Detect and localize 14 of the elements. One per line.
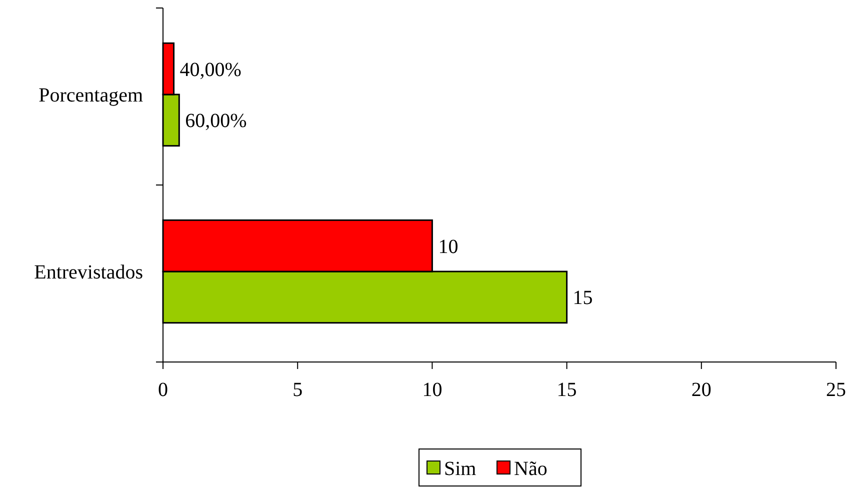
data-label: 15 bbox=[572, 287, 593, 310]
data-label: 60,00% bbox=[185, 110, 247, 132]
legend-label: Sim bbox=[444, 458, 477, 480]
y-tick-label: Porcentagem bbox=[38, 84, 144, 106]
x-tick-label: 5 bbox=[292, 379, 303, 401]
x-tick-label: 0 bbox=[158, 379, 168, 401]
x-tick-label: 25 bbox=[826, 379, 846, 401]
x-tick-label: 15 bbox=[556, 379, 577, 401]
data-label: 10 bbox=[438, 236, 458, 258]
legend-label: Não bbox=[514, 458, 548, 480]
x-tick-label: 20 bbox=[691, 379, 712, 401]
data-label: 40,00% bbox=[180, 58, 242, 81]
x-tick-label: 10 bbox=[422, 379, 442, 401]
y-tick-label: Entrevistados bbox=[34, 262, 144, 284]
